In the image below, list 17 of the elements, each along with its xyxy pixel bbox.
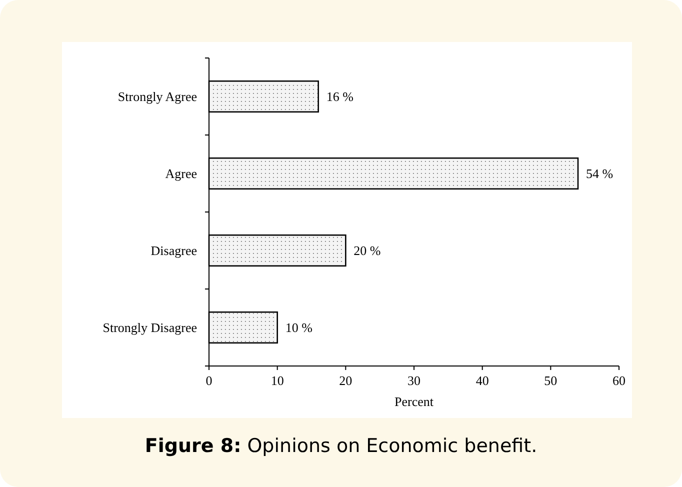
x-tick-label: 60 xyxy=(612,373,626,388)
data-label: 20 % xyxy=(354,243,381,258)
y-tick-label: Disagree xyxy=(150,243,198,258)
x-tick-label: 0 xyxy=(206,373,212,388)
x-tick-label: 10 xyxy=(270,373,284,388)
data-label: 54 % xyxy=(586,166,614,182)
y-tick-label: Agree xyxy=(165,166,198,182)
y-tick-label: Strongly Disagree xyxy=(102,320,198,336)
data-label: 16 % xyxy=(326,89,354,104)
data-label: 10 % xyxy=(285,320,313,336)
x-tick-label: 30 xyxy=(408,373,420,388)
x-axis-title: Percent xyxy=(394,394,434,409)
x-tick-label: 40 xyxy=(476,373,489,388)
x-tick-label: 50 xyxy=(544,373,558,388)
text: Figure 8: Opinions on Economic benefit. xyxy=(144,435,538,457)
y-tick-label: Strongly Agree xyxy=(118,89,198,104)
x-tick-label: 20 xyxy=(339,373,352,388)
